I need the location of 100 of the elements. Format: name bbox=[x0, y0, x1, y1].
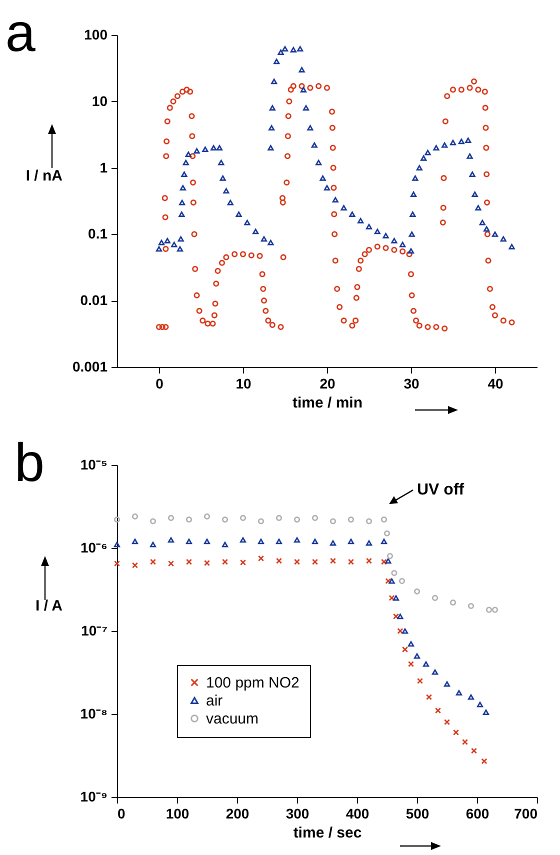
point bbox=[150, 542, 156, 548]
x-axis-title: time / sec bbox=[293, 824, 362, 842]
y-tick-label: 100 bbox=[84, 26, 108, 42]
point bbox=[114, 516, 120, 523]
point bbox=[432, 669, 438, 675]
y-tick-label: 0.001 bbox=[72, 358, 108, 374]
point bbox=[397, 628, 404, 634]
point bbox=[388, 578, 395, 584]
point bbox=[240, 514, 246, 522]
point bbox=[462, 738, 468, 746]
point bbox=[392, 595, 400, 601]
point bbox=[222, 516, 228, 523]
point bbox=[402, 628, 408, 634]
y-axis-title: I / A bbox=[36, 598, 63, 614]
x-tick-label: 40 bbox=[488, 376, 504, 392]
point bbox=[312, 558, 318, 565]
point bbox=[276, 538, 282, 544]
point bbox=[348, 516, 354, 523]
point bbox=[132, 538, 138, 544]
x-tick-label: 500 bbox=[406, 806, 430, 822]
point bbox=[348, 558, 354, 565]
x-tick-label: 0 bbox=[156, 376, 164, 392]
point bbox=[186, 516, 192, 523]
point bbox=[222, 558, 228, 565]
point bbox=[222, 542, 228, 548]
x-axis-title: time / min bbox=[292, 394, 363, 412]
point bbox=[416, 678, 424, 684]
x-tick-label: 600 bbox=[466, 806, 490, 822]
point bbox=[330, 540, 336, 546]
point bbox=[476, 702, 484, 708]
x-tick-label: 10 bbox=[236, 376, 252, 392]
point bbox=[482, 710, 490, 715]
point bbox=[386, 553, 394, 560]
point bbox=[388, 594, 395, 602]
point bbox=[186, 558, 192, 565]
point bbox=[391, 570, 398, 576]
point bbox=[204, 538, 210, 544]
point bbox=[481, 758, 488, 764]
y-tick-label: 10⁻⁵ bbox=[80, 456, 108, 472]
point bbox=[470, 748, 478, 754]
x-tick-label: 300 bbox=[286, 806, 310, 822]
point bbox=[258, 555, 264, 562]
point bbox=[294, 516, 300, 523]
point bbox=[276, 558, 282, 564]
x-tick-label: 100 bbox=[166, 806, 190, 822]
y-tick-label: 0.01 bbox=[80, 292, 108, 308]
point bbox=[456, 690, 462, 696]
point bbox=[380, 516, 388, 523]
y-tick-label: 10⁻⁶ bbox=[80, 540, 108, 556]
point bbox=[432, 594, 438, 602]
point bbox=[492, 606, 498, 613]
point bbox=[468, 694, 474, 700]
point bbox=[348, 538, 354, 544]
point bbox=[168, 560, 174, 567]
point bbox=[132, 513, 138, 520]
point bbox=[258, 538, 264, 544]
point bbox=[132, 562, 138, 568]
point bbox=[186, 538, 192, 544]
point bbox=[312, 538, 318, 544]
x-tick-label: 400 bbox=[346, 806, 370, 822]
point bbox=[366, 540, 372, 546]
point bbox=[294, 537, 300, 543]
point bbox=[408, 660, 414, 668]
point bbox=[150, 518, 156, 524]
x-tick-label: 30 bbox=[404, 376, 420, 392]
point bbox=[444, 719, 450, 726]
point bbox=[434, 708, 442, 714]
annotation: UV off bbox=[417, 482, 465, 499]
point bbox=[385, 558, 392, 564]
chart-title: a bbox=[5, 3, 36, 63]
point bbox=[392, 613, 400, 620]
point bbox=[444, 681, 450, 687]
point bbox=[385, 578, 392, 584]
point bbox=[240, 559, 246, 566]
point bbox=[168, 514, 174, 522]
point bbox=[330, 558, 336, 564]
y-tick-label: 0.1 bbox=[88, 226, 108, 242]
point bbox=[204, 560, 210, 566]
point bbox=[384, 530, 390, 536]
point bbox=[452, 729, 460, 736]
point bbox=[426, 694, 432, 700]
point bbox=[114, 542, 120, 548]
legend-label: vacuum bbox=[206, 710, 259, 728]
point bbox=[380, 558, 388, 565]
x-tick-label: 200 bbox=[226, 806, 250, 822]
point bbox=[366, 518, 372, 524]
point bbox=[150, 558, 156, 565]
chart-title: b bbox=[14, 433, 45, 493]
y-tick-label: 1 bbox=[100, 159, 108, 176]
point bbox=[366, 558, 372, 564]
legend-label: air bbox=[206, 692, 223, 710]
x-tick-label: 20 bbox=[320, 376, 336, 392]
point bbox=[468, 602, 474, 610]
x-tick-label: 0 bbox=[118, 806, 126, 822]
point bbox=[114, 560, 120, 567]
point bbox=[276, 514, 282, 522]
legend-label: 100 ppm NO2 bbox=[206, 674, 300, 692]
x-tick-label: 700 bbox=[514, 806, 538, 822]
point bbox=[486, 606, 492, 613]
point bbox=[398, 578, 406, 584]
